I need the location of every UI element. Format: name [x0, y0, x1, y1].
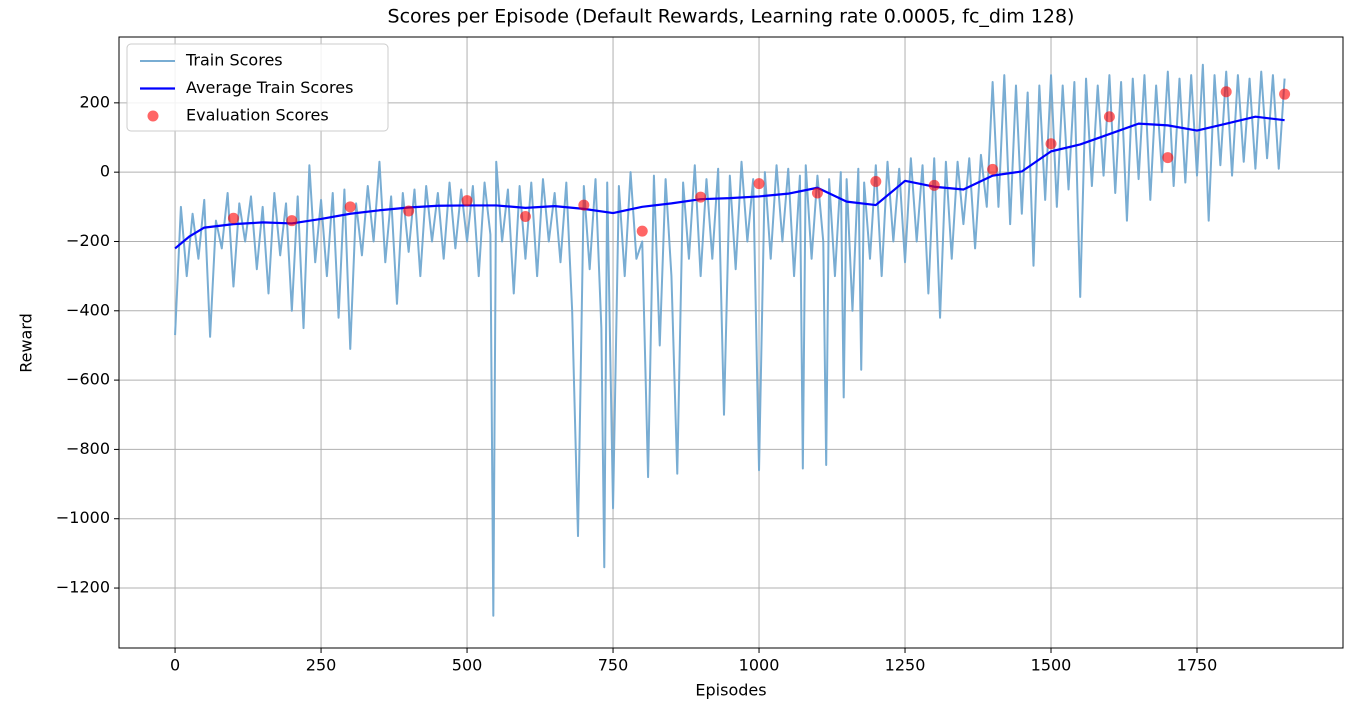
- scatter-point: [403, 205, 415, 217]
- x-tick-label: 1250: [885, 656, 926, 675]
- x-tick-label: 750: [598, 656, 629, 675]
- legend: Train Scores Average Train Scores Evaluati…: [126, 43, 389, 132]
- legend-marker: [147, 110, 159, 122]
- plot-frame: [118, 36, 1344, 649]
- x-tick-label: 1500: [1031, 656, 1072, 675]
- x-tick-label: 1750: [1177, 656, 1218, 675]
- x-tick-label: 0: [170, 656, 180, 675]
- legend-label: Average Train Scores: [186, 78, 353, 97]
- scatter-point: [1220, 86, 1232, 98]
- y-tick-label: −400: [66, 300, 110, 319]
- scatter-point: [1045, 138, 1057, 150]
- grid: 0 250 500 750 1000 1250 1500 1750 −1200 −1000 −800…: [56, 37, 1343, 675]
- series-line: [174, 115, 1285, 250]
- y-tick-label: −1000: [56, 508, 110, 527]
- scatter-point: [578, 199, 590, 211]
- legend-label: Train Scores: [185, 51, 283, 70]
- scatter-point: [811, 187, 823, 199]
- plot-data: [174, 63, 1291, 617]
- scatter-point: [286, 215, 298, 227]
- x-tick-label: 1000: [739, 656, 780, 675]
- y-tick-label: 200: [79, 92, 110, 111]
- y-tick-label: −200: [66, 231, 110, 250]
- y-tick-label: −800: [66, 439, 110, 458]
- scatter-point: [636, 225, 648, 237]
- series-line: [174, 63, 1286, 617]
- scatter-point: [227, 212, 239, 224]
- y-tick-label: −600: [66, 370, 110, 389]
- scatter-point: [753, 178, 765, 190]
- chart-title: Scores per Episode (Default Rewards, Lea…: [388, 6, 1075, 28]
- scatter-point: [987, 163, 999, 175]
- y-tick-label: 0: [100, 162, 110, 181]
- scatter-point: [344, 201, 356, 213]
- scatter-point: [519, 211, 531, 223]
- legend-label: Evaluation Scores: [186, 106, 329, 125]
- scatter-point: [1279, 88, 1291, 100]
- y-axis-label: Reward: [17, 313, 36, 373]
- scatter-point: [695, 191, 707, 203]
- scatter-point: [1162, 152, 1174, 164]
- x-tick-label: 500: [452, 656, 483, 675]
- legend-box: [126, 43, 389, 132]
- x-tick-label: 250: [306, 656, 337, 675]
- scatter-point: [928, 179, 940, 191]
- scatter-point: [1103, 111, 1115, 123]
- scatter-point: [870, 176, 882, 188]
- y-tick-label: −1200: [56, 578, 110, 597]
- scatter-point: [461, 195, 473, 207]
- x-axis-label: Episodes: [695, 681, 766, 700]
